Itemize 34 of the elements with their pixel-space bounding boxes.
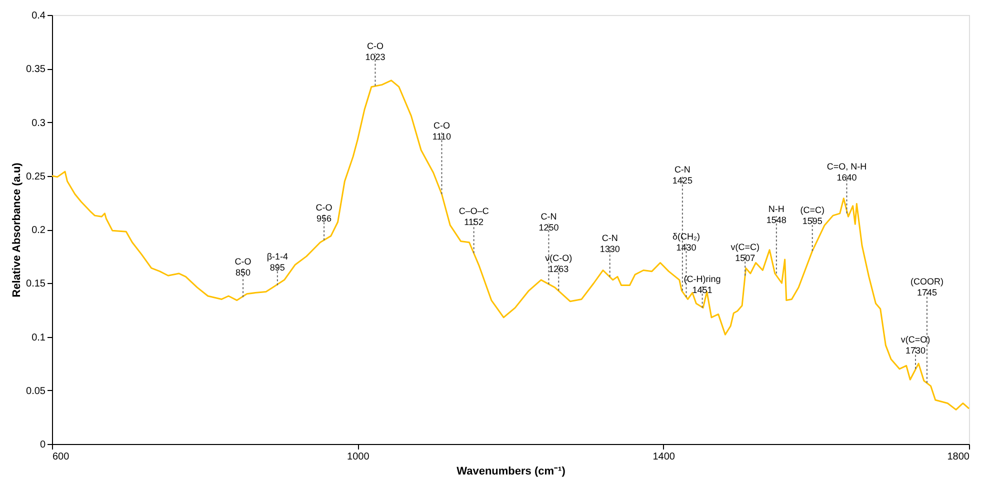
annotation: C-O 850 bbox=[234, 256, 252, 278]
annotation: C-O 1110 bbox=[432, 120, 452, 142]
x-tick-label: 1800 bbox=[947, 452, 970, 462]
annotation: C-N 1330 bbox=[600, 232, 620, 254]
annotation: C-O 956 bbox=[316, 202, 332, 224]
annotation: v(C=O) 1730 bbox=[900, 334, 930, 356]
x-tick-label: 600 bbox=[52, 452, 70, 462]
annotation: (COOR) 1745 bbox=[910, 276, 944, 298]
y-tick-label: 0.2 bbox=[32, 225, 46, 236]
annotation: (C=C) 1595 bbox=[800, 205, 824, 226]
annotation: C-N 1425 bbox=[672, 164, 692, 186]
annotation: N-H 1548 bbox=[766, 204, 786, 225]
line-series bbox=[51, 80, 970, 410]
y-tick-label: 0.3 bbox=[32, 118, 46, 129]
x-axis-title: Wavenumbers (cm⁻¹) bbox=[456, 466, 566, 478]
annotation: β-1-4 895 bbox=[266, 252, 288, 273]
y-axis-title: Relative Absorbance (a.u) bbox=[11, 162, 24, 298]
y-tick-label: 0.4 bbox=[32, 10, 46, 22]
y-tick-label: 0.15 bbox=[26, 278, 46, 290]
y-tick-label: 0 bbox=[40, 440, 46, 450]
annotation: (C-H)ring 1451 bbox=[684, 274, 721, 296]
annotation: v(C-O) 1263 bbox=[545, 252, 572, 274]
annotation: C-N 1250 bbox=[538, 212, 559, 233]
y-tick-label: 0.1 bbox=[32, 332, 46, 344]
x-tick-label: 1400 bbox=[652, 452, 676, 462]
annotation: C=O, N-H 1640 bbox=[826, 161, 867, 182]
y-tick-label: 0.25 bbox=[26, 171, 46, 182]
annotation: v(C=C) 1507 bbox=[730, 242, 760, 264]
y-tick-label: 0.05 bbox=[26, 386, 46, 397]
x-tick-label: 1000 bbox=[347, 452, 370, 462]
annotation: C–O–C 1152 bbox=[458, 206, 490, 228]
y-tick-label: 0.35 bbox=[26, 64, 46, 76]
annotation: C-O 1023 bbox=[365, 40, 386, 62]
annotation: δ(CH₂) 1430 bbox=[672, 232, 700, 253]
